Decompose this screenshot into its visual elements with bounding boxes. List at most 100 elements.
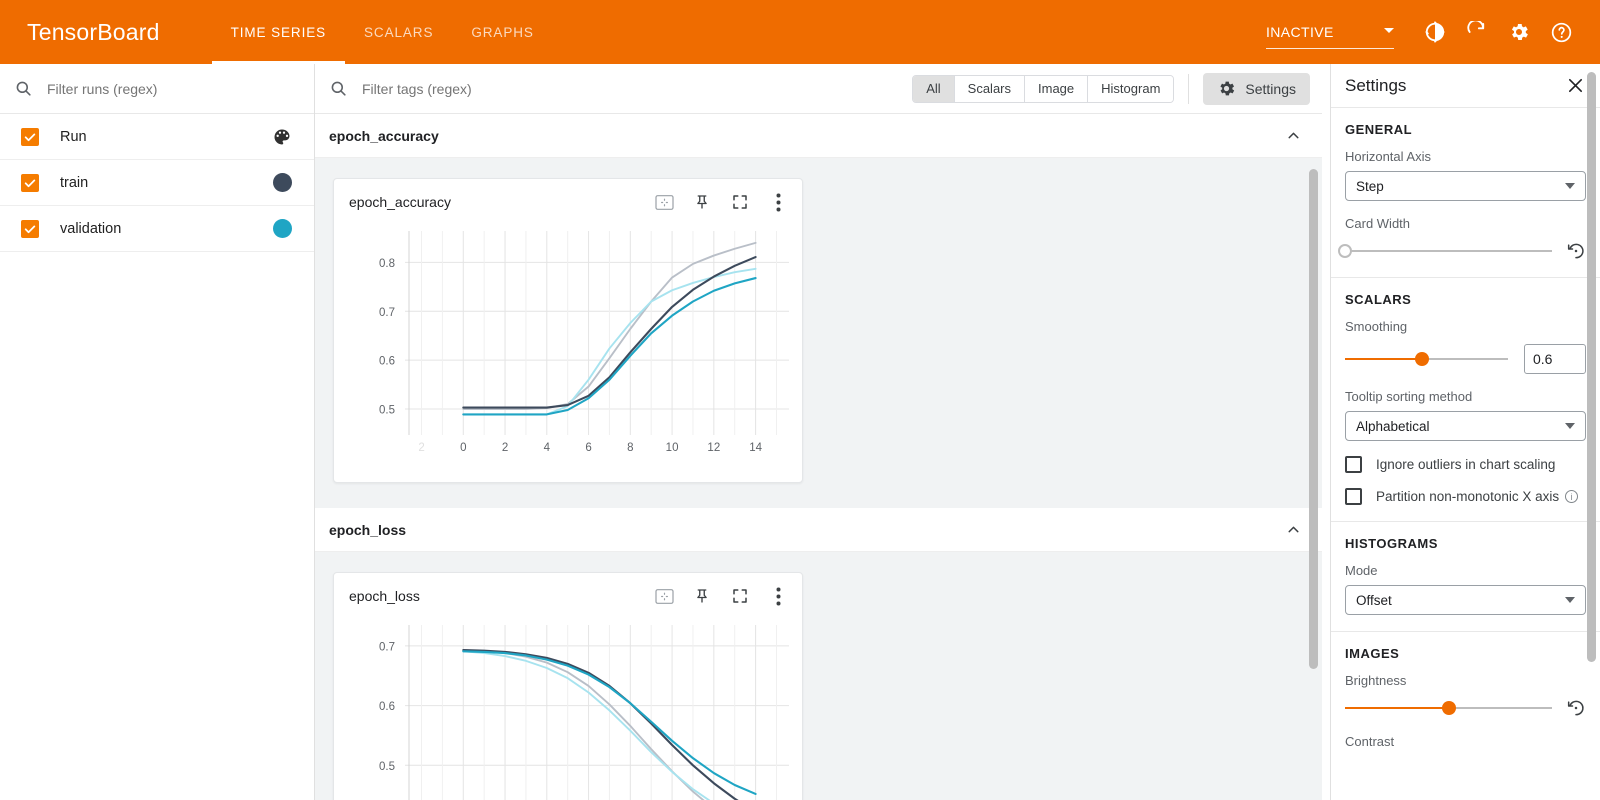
horizontal-axis-select[interactable]: Step (1345, 171, 1586, 201)
info-icon[interactable]: i (1565, 490, 1579, 503)
horizontal-axis-label: Horizontal Axis (1345, 149, 1431, 164)
svg-text:4: 4 (544, 442, 551, 454)
chevron-down-icon (1565, 183, 1575, 189)
tag-section-header[interactable]: epoch_loss (315, 508, 1322, 552)
main-nav-tabs: TIME SERIES SCALARS GRAPHS (211, 0, 553, 64)
run-checkbox[interactable] (21, 219, 39, 238)
svg-text:12: 12 (707, 442, 720, 454)
help-icon[interactable] (1540, 11, 1582, 53)
run-color-swatch (273, 219, 292, 238)
fullscreen-icon[interactable] (730, 192, 750, 212)
chevron-up-icon[interactable] (1282, 125, 1304, 147)
runs-filter-input[interactable] (45, 79, 285, 98)
runs-select-all-checkbox[interactable] (21, 127, 39, 146)
settings-header: Settings (1331, 64, 1600, 108)
run-color-swatch (273, 173, 292, 192)
tooltip-sort-select[interactable]: Alphabetical (1345, 411, 1586, 441)
search-icon (14, 79, 33, 98)
svg-text:0.8: 0.8 (379, 258, 395, 270)
checkbox[interactable] (1345, 488, 1362, 505)
tag-section-body: epoch_accuracy (315, 158, 1322, 483)
contrast-label: Contrast (1345, 734, 1395, 749)
partition-x-axis-checkbox-row[interactable]: Partition non-monotonic X axis i (1345, 488, 1586, 505)
line-chart-epoch-accuracy[interactable]: 0.50.60.70.80246810121421 (347, 225, 801, 465)
more-vert-icon[interactable] (768, 586, 788, 606)
brightness-icon[interactable] (1414, 11, 1456, 53)
tab-time-series[interactable]: TIME SERIES (211, 0, 346, 64)
run-item-validation[interactable]: validation (0, 206, 314, 252)
slider-knob[interactable] (1414, 352, 1429, 366)
app-brand: TensorBoard (27, 18, 160, 45)
slider-knob[interactable] (1441, 701, 1456, 715)
reset-icon[interactable] (1566, 698, 1586, 718)
plugin-filter-image[interactable]: Image (1025, 75, 1089, 102)
run-checkbox[interactable] (21, 173, 39, 192)
plugin-filter-scalars[interactable]: Scalars (954, 75, 1026, 102)
chart-card-epoch-accuracy: epoch_accuracy (333, 178, 803, 483)
partition-label: Partition non-monotonic X axis (1376, 489, 1560, 504)
pin-icon[interactable] (692, 192, 712, 212)
chart-plot-area[interactable]: 0.50.60.70246810121421 (334, 619, 802, 800)
settings-title: Settings (1345, 75, 1407, 95)
reset-icon[interactable] (1566, 241, 1586, 261)
tag-section-header[interactable]: epoch_accuracy (315, 114, 1322, 158)
chart-card-epoch-loss: epoch_loss (333, 572, 803, 800)
main-scrollbar[interactable] (1309, 169, 1318, 669)
brightness-label: Brightness (1345, 673, 1407, 688)
chevron-down-icon (1565, 597, 1575, 603)
tag-section-title: epoch_accuracy (329, 127, 439, 144)
chart-plot-area[interactable]: 0.50.60.70.80246810121421 (334, 225, 802, 482)
runs-header-label: Run (60, 128, 87, 145)
close-icon[interactable] (1565, 75, 1586, 96)
top-app-bar: TensorBoard TIME SERIES SCALARS GRAPHS I… (0, 0, 1600, 64)
svg-text:2: 2 (418, 442, 424, 454)
gear-icon (1217, 79, 1236, 98)
data-table-icon[interactable] (654, 586, 674, 606)
tab-scalars[interactable]: SCALARS (364, 24, 434, 40)
svg-text:0.6: 0.6 (379, 356, 395, 368)
plugin-filter-histogram[interactable]: Histogram (1088, 75, 1174, 102)
ignore-outliers-checkbox-row[interactable]: Ignore outliers in chart scaling (1345, 456, 1586, 473)
chart-card-header: epoch_loss (334, 573, 802, 619)
pin-icon[interactable] (692, 586, 712, 606)
histogram-mode-select[interactable]: Offset (1345, 585, 1586, 615)
checkbox[interactable] (1345, 456, 1362, 473)
settings-scrollbar[interactable] (1587, 72, 1596, 662)
section-title: IMAGES (1345, 646, 1400, 661)
settings-section-general: GENERAL Horizontal Axis Step Card Width (1331, 108, 1600, 278)
tag-filter-input[interactable] (360, 79, 780, 98)
tooltip-sort-label: Tooltip sorting method (1345, 389, 1473, 404)
plugin-filter-all[interactable]: All (913, 75, 955, 102)
fullscreen-icon[interactable] (730, 586, 750, 606)
settings-button-label: Settings (1245, 80, 1296, 97)
more-vert-icon[interactable] (768, 192, 788, 212)
smoothing-value-input[interactable]: 0.6 (1524, 344, 1586, 374)
smoothing-slider[interactable] (1345, 352, 1508, 366)
card-width-slider[interactable] (1338, 244, 1552, 258)
settings-section-scalars: SCALARS Smoothing 0.6 Tooltip sorting me… (1331, 278, 1600, 522)
tab-graphs[interactable]: GRAPHS (471, 24, 534, 40)
section-title: HISTOGRAMS (1345, 536, 1438, 551)
chevron-up-icon[interactable] (1282, 519, 1304, 541)
run-item-train[interactable]: train (0, 160, 314, 206)
section-title: GENERAL (1345, 122, 1413, 137)
color-dot (273, 219, 292, 238)
smoothing-slider-row: 0.6 (1345, 344, 1586, 374)
svg-text:0.5: 0.5 (379, 761, 395, 773)
chevron-down-icon (1565, 423, 1575, 429)
brightness-slider[interactable] (1345, 701, 1552, 715)
toolbar-divider (1188, 73, 1190, 104)
settings-button[interactable]: Settings (1203, 72, 1310, 105)
palette-icon[interactable] (272, 127, 292, 147)
runs-sidebar: Run train validation (0, 64, 315, 800)
run-status-select[interactable]: INACTIVE (1266, 15, 1394, 49)
refresh-icon[interactable] (1456, 11, 1498, 53)
gear-icon[interactable] (1498, 11, 1540, 53)
slider-knob[interactable] (1338, 244, 1352, 258)
settings-panel: Settings GENERAL Horizontal Axis Step Ca… (1330, 64, 1600, 800)
svg-text:0.7: 0.7 (379, 641, 395, 653)
line-chart-epoch-loss[interactable]: 0.50.60.70246810121421 (347, 619, 791, 800)
tag-section-epoch-loss: epoch_loss epoch_loss (315, 508, 1322, 800)
data-table-icon[interactable] (654, 192, 674, 212)
search-icon (329, 79, 348, 98)
